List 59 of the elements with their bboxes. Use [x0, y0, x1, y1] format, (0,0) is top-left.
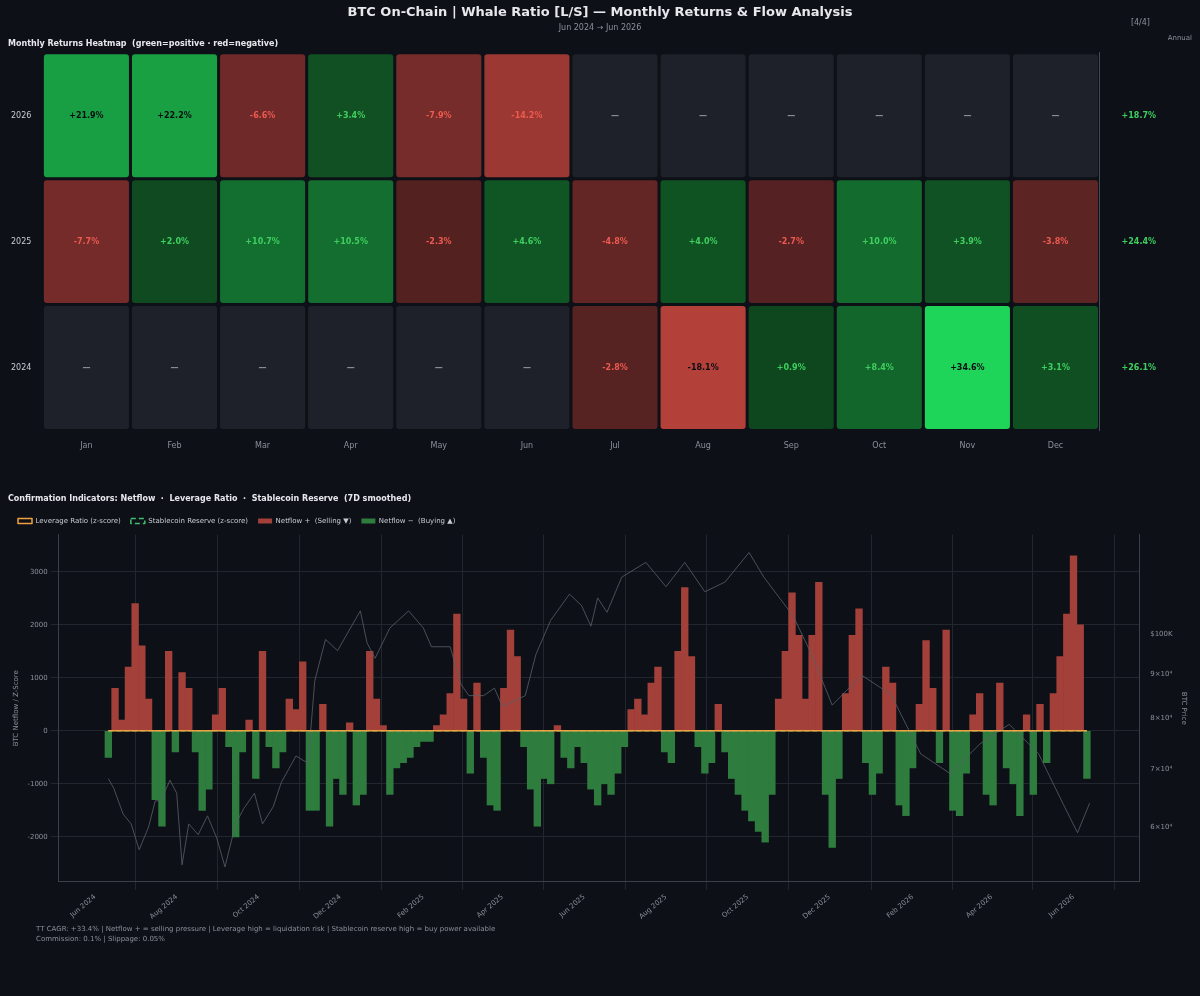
text: — [1051, 110, 1060, 120]
data-label: +34.6% [950, 362, 985, 372]
text: — [699, 110, 708, 120]
x-tick-label: Oct [872, 441, 887, 451]
data-label: +10.7% [245, 236, 280, 246]
data-label: +4.6% [512, 236, 542, 246]
chart-title: Monthly Returns Heatmap (green=positive · red=negative) [8, 39, 279, 49]
data-label: -7.7% [73, 236, 100, 246]
data-label: -2.8% [602, 362, 628, 372]
y-tick-label: 2026 [11, 110, 32, 120]
data-label: +3.1% [1041, 362, 1070, 372]
y2-tick-label: +24.4% [1121, 236, 1157, 246]
data-label: -2.7% [778, 236, 804, 246]
x-tick-label: May [430, 441, 448, 451]
x-tick-label: Feb [167, 441, 182, 451]
text: Jun 2024 → Jun 2026 [558, 23, 642, 32]
text: — [522, 362, 531, 372]
text: — [82, 362, 91, 372]
data-label: +10.5% [333, 236, 368, 246]
data-label: +22.2% [157, 110, 192, 120]
text: — [611, 110, 619, 120]
text: BTC On-Chain | Whale Ratio [L/S] — Monthly Returns & Flow Analysis [346, 4, 854, 19]
x-tick-label: Sep [783, 441, 799, 451]
text: — [170, 362, 179, 372]
data-label: +21.9% [69, 110, 104, 120]
data-label: +10.0% [862, 236, 897, 246]
data-label: +3.4% [336, 110, 366, 120]
y2-tick-label: +18.7% [1121, 110, 1157, 120]
y-tick-label: 2024 [11, 362, 32, 372]
x-tick-label: Mar [255, 441, 271, 451]
data-label: -4.8% [602, 236, 628, 246]
data-label: +4.0% [688, 236, 718, 246]
chart-title: Confirmation Indicators: Netflow · Leverage Ratio · Stablecoin Reserve (7D smoothed) [8, 493, 412, 503]
x-tick-label: Jul [609, 441, 620, 451]
text: — [787, 110, 796, 120]
data-label: -7.9% [426, 110, 452, 120]
data-label: +0.9% [776, 362, 806, 372]
text: — [346, 362, 355, 372]
text: — [434, 362, 443, 372]
y2-tick-label: +26.1% [1121, 362, 1157, 372]
text: — [258, 362, 267, 372]
x-tick-label: Nov [959, 441, 976, 451]
text: [4/4] [1130, 18, 1150, 27]
data-label: -14.2% [511, 110, 543, 120]
data-label: -6.6% [249, 110, 276, 120]
x-tick-label: Apr [343, 441, 359, 451]
data-label: -2.3% [426, 236, 452, 246]
text: — [963, 110, 972, 120]
text: — [875, 110, 884, 120]
data-label: +3.9% [952, 236, 982, 246]
data-label: +8.4% [864, 362, 894, 372]
x-tick-label: Jan [79, 441, 93, 451]
data-label: -3.8% [1042, 236, 1069, 246]
x-tick-label: Jun [519, 441, 534, 451]
data-label: +2.0% [160, 236, 189, 246]
x-tick-label: Dec [1047, 441, 1064, 451]
data-label: -18.1% [687, 362, 719, 372]
y-tick-label: 2025 [11, 236, 32, 246]
x-tick-label: Aug [695, 441, 711, 451]
